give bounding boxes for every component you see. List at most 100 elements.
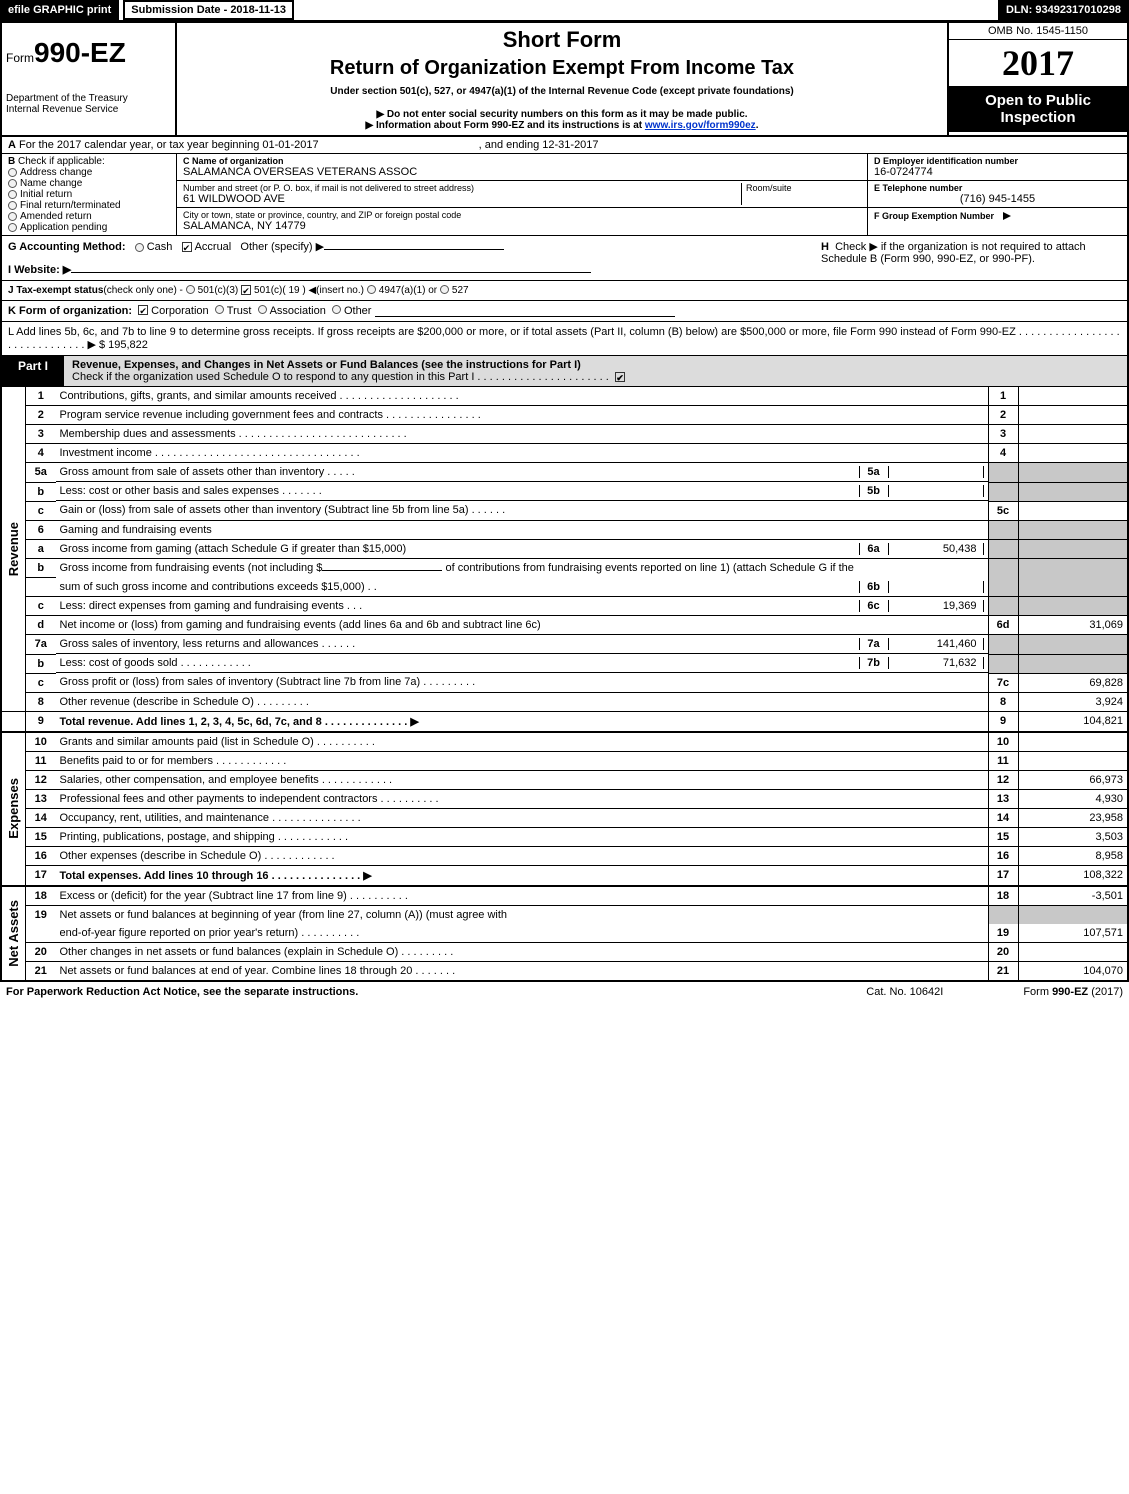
d-label: D Employer identification number <box>874 156 1018 166</box>
section-b-block: B Check if applicable: Address change Na… <box>0 154 1129 236</box>
return-title: Return of Organization Exempt From Incom… <box>183 57 941 80</box>
addr-change-radio[interactable] <box>8 168 17 177</box>
j-501c3-radio[interactable] <box>186 285 195 294</box>
tax-year: 2017 <box>949 40 1127 86</box>
line-l: L Add lines 5b, 6c, and 7b to line 9 to … <box>0 322 1129 356</box>
val-12: 66,973 <box>1018 770 1128 789</box>
line-6: Gaming and fundraising events <box>56 520 989 539</box>
k-assoc-radio[interactable] <box>258 305 267 314</box>
part1-table: Revenue 1 Contributions, gifts, grants, … <box>0 387 1129 982</box>
ssn-note: Do not enter social security numbers on … <box>387 109 748 120</box>
h-text: Check ▶ if the organization is not requi… <box>821 241 1086 265</box>
cat-no: Cat. No. 10642I <box>866 986 943 998</box>
room-suite: Room/suite <box>741 183 861 205</box>
line-9: Total revenue. Add lines 1, 2, 3, 4, 5c,… <box>60 716 419 728</box>
part1-header: Part I Revenue, Expenses, and Changes in… <box>0 356 1129 387</box>
efile-print-button[interactable]: efile GRAPHIC print <box>0 0 119 20</box>
line-19b: end-of-year figure reported on prior yea… <box>56 924 989 943</box>
j-4947-radio[interactable] <box>367 285 376 294</box>
j-501c-checkbox[interactable]: ✔ <box>241 285 251 295</box>
k-trust-radio[interactable] <box>215 305 224 314</box>
dln-box: DLN: 93492317010298 <box>998 0 1129 20</box>
val-19: 107,571 <box>1018 924 1128 943</box>
accrual-checkbox[interactable]: ✔ <box>182 242 192 252</box>
org-street: 61 WILDWOOD AVE <box>183 193 741 205</box>
line-12: Salaries, other compensation, and employ… <box>56 770 989 789</box>
line-2: Program service revenue including govern… <box>56 406 989 425</box>
val-14: 23,958 <box>1018 808 1128 827</box>
org-name: SALAMANCA OVERSEAS VETERANS ASSOC <box>183 166 861 178</box>
org-city: SALAMANCA, NY 14779 <box>183 220 861 232</box>
amended-return-radio[interactable] <box>8 212 17 221</box>
val-6a: 50,438 <box>889 543 984 555</box>
line-19a: Net assets or fund balances at beginning… <box>56 905 989 924</box>
schedule-o-checkbox[interactable]: ✔ <box>615 372 625 382</box>
line-1: Contributions, gifts, grants, and simila… <box>56 387 989 406</box>
val-7a: 141,460 <box>889 638 984 650</box>
revenue-label: Revenue <box>6 522 21 576</box>
line-4: Investment income . . . . . . . . . . . … <box>56 444 989 463</box>
info-note: Information about Form 990-EZ and its in… <box>376 120 645 131</box>
irs-link[interactable]: www.irs.gov/form990ez <box>645 120 756 131</box>
line-17: Total expenses. Add lines 10 through 16 … <box>60 870 372 882</box>
val-16: 8,958 <box>1018 846 1128 865</box>
line-5c: Gain or (loss) from sale of assets other… <box>56 501 989 520</box>
dept-treasury: Department of the Treasury <box>6 93 167 104</box>
line-15: Printing, publications, postage, and shi… <box>56 827 989 846</box>
val-15: 3,503 <box>1018 827 1128 846</box>
k-other-radio[interactable] <box>332 305 341 314</box>
line-5b: Less: cost or other basis and sales expe… <box>60 485 859 497</box>
initial-return-radio[interactable] <box>8 190 17 199</box>
paperwork-notice: For Paperwork Reduction Act Notice, see … <box>6 986 358 998</box>
open-to-public: Open to Public Inspection <box>949 86 1127 132</box>
line-11: Benefits paid to or for members . . . . … <box>56 751 989 770</box>
part1-check-line: Check if the organization used Schedule … <box>72 371 609 383</box>
part1-tab: Part I <box>2 356 64 386</box>
line-7c: Gross profit or (loss) from sales of inv… <box>56 673 989 692</box>
line-7b: Less: cost of goods sold . . . . . . . .… <box>60 657 859 669</box>
form-prefix: Form <box>6 51 34 65</box>
val-6c: 19,369 <box>889 600 984 612</box>
line-g-h: G Accounting Method: Cash ✔Accrual Other… <box>0 236 1129 281</box>
val-9: 104,821 <box>1018 711 1128 732</box>
submission-date: Submission Date - 2018-11-13 <box>123 0 294 20</box>
form-number: 990-EZ <box>34 37 126 68</box>
under-section: Under section 501(c), 527, or 4947(a)(1)… <box>183 86 941 97</box>
val-8: 3,924 <box>1018 692 1128 711</box>
line-6c: Less: direct expenses from gaming and fu… <box>60 600 859 612</box>
line-j: J Tax-exempt status(check only one) - 50… <box>0 281 1129 301</box>
form-ref: 990-EZ <box>1052 986 1088 998</box>
val-6d: 31,069 <box>1018 616 1128 635</box>
city-label: City or town, state or province, country… <box>183 210 861 220</box>
omb-number: OMB No. 1545-1150 <box>949 23 1127 40</box>
k-corp-checkbox[interactable]: ✔ <box>138 305 148 315</box>
ein-value: 16-0724774 <box>874 166 1121 178</box>
top-bar: efile GRAPHIC print Submission Date - 20… <box>0 0 1129 20</box>
line-8: Other revenue (describe in Schedule O) .… <box>56 692 989 711</box>
j-527-radio[interactable] <box>440 285 449 294</box>
irs-label: Internal Revenue Service <box>6 104 167 115</box>
val-21: 104,070 <box>1018 961 1128 981</box>
arrow-icon <box>1003 212 1011 220</box>
street-label: Number and street (or P. O. box, if mail… <box>183 183 741 193</box>
line-6a: Gross income from gaming (attach Schedul… <box>60 543 859 555</box>
line-k: K Form of organization: ✔Corporation Tru… <box>0 301 1129 322</box>
cash-radio[interactable] <box>135 243 144 252</box>
line-6d: Net income or (loss) from gaming and fun… <box>56 616 989 635</box>
val-7c: 69,828 <box>1018 673 1128 692</box>
short-form-title: Short Form <box>183 27 941 53</box>
line-16: Other expenses (describe in Schedule O) … <box>56 846 989 865</box>
final-return-radio[interactable] <box>8 201 17 210</box>
e-label: E Telephone number <box>874 183 962 193</box>
app-pending-radio[interactable] <box>8 223 17 232</box>
f-label: F Group Exemption Number <box>874 211 994 221</box>
line-a: A For the 2017 calendar year, or tax yea… <box>0 137 1129 154</box>
line-13: Professional fees and other payments to … <box>56 789 989 808</box>
line-3: Membership dues and assessments . . . . … <box>56 425 989 444</box>
name-change-radio[interactable] <box>8 179 17 188</box>
line-20: Other changes in net assets or fund bala… <box>56 942 989 961</box>
line-21: Net assets or fund balances at end of ye… <box>56 961 989 981</box>
website-label: I Website: ▶ <box>8 264 71 276</box>
form-990ez-page: efile GRAPHIC print Submission Date - 20… <box>0 0 1129 1002</box>
footer: For Paperwork Reduction Act Notice, see … <box>0 982 1129 1002</box>
